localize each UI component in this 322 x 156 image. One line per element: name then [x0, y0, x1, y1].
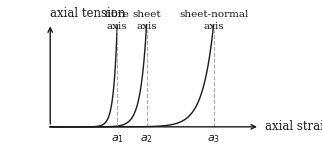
- Text: $a_1$: $a_1$: [111, 133, 124, 145]
- Text: axis: axis: [136, 22, 157, 31]
- Text: sheet: sheet: [132, 10, 161, 19]
- Text: $a_3$: $a_3$: [207, 133, 220, 145]
- Text: $a_2$: $a_2$: [140, 133, 153, 145]
- Text: axis: axis: [204, 22, 224, 31]
- Text: axial tension: axial tension: [50, 7, 126, 20]
- Text: axis: axis: [107, 22, 128, 31]
- Text: axial strain: axial strain: [265, 120, 322, 133]
- Text: sheet-normal: sheet-normal: [179, 10, 249, 19]
- Text: fibre: fibre: [105, 10, 130, 19]
